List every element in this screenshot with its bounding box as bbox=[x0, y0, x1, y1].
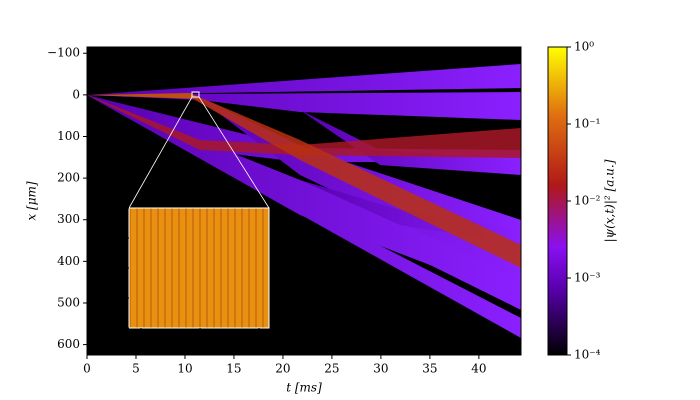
y-tick-label: 200 bbox=[57, 171, 80, 185]
y-tick-label: −2.5 bbox=[93, 231, 122, 245]
colorbar bbox=[547, 46, 568, 356]
x-tick-label: 25 bbox=[324, 362, 339, 376]
x-tick-label: 11.25 bbox=[242, 335, 276, 349]
x-tick-label: 11.00 bbox=[183, 335, 217, 349]
x-tick-label: 40 bbox=[471, 362, 486, 376]
colorbar-tick-label: 10⁻³ bbox=[574, 271, 601, 285]
x-tick-label: 5 bbox=[132, 362, 140, 376]
y-tick-label: 2.5 bbox=[103, 291, 122, 305]
y-tick-label: 5.0 bbox=[103, 321, 122, 335]
y-tick-label: 300 bbox=[57, 212, 80, 226]
x-axis-label: t [ms] bbox=[286, 381, 322, 395]
y-axis-label: x [μm] bbox=[25, 181, 39, 220]
y-tick-label: 0 bbox=[72, 87, 80, 101]
y-tick-label: 500 bbox=[57, 295, 80, 309]
zoom-line bbox=[198, 96, 270, 209]
colorbar-tick-label: 10⁻² bbox=[574, 194, 601, 208]
x-tick-label: 20 bbox=[275, 362, 290, 376]
colorbar-tick-label: 10⁰ bbox=[574, 40, 594, 54]
y-tick-label: −5.0 bbox=[93, 201, 122, 215]
y-tick-label: 600 bbox=[57, 337, 80, 351]
heatmap bbox=[87, 47, 521, 355]
y-tick-label: −100 bbox=[47, 46, 80, 60]
x-tick-label: 35 bbox=[422, 362, 437, 376]
zoom-box bbox=[191, 91, 200, 98]
x-tick-label: 10 bbox=[177, 362, 192, 376]
zoom-line bbox=[128, 96, 193, 209]
x-tick-label: 30 bbox=[373, 362, 388, 376]
plot-frame bbox=[86, 46, 522, 356]
y-tick-label: 400 bbox=[57, 254, 80, 268]
y-tick-label: 0.0 bbox=[103, 261, 122, 275]
colorbar-tick-label: 10⁻¹ bbox=[574, 117, 600, 131]
y-tick-label: 100 bbox=[57, 129, 80, 143]
x-tick-label: 15 bbox=[226, 362, 241, 376]
x-tick-label: 10.75 bbox=[124, 335, 158, 349]
x-tick-label: 0 bbox=[83, 362, 91, 376]
inset-image bbox=[128, 207, 270, 329]
colorbar-tick-label: 10⁻⁴ bbox=[574, 348, 601, 362]
colorbar-label: |ψ(x,t)|² [a.u.] bbox=[603, 159, 617, 242]
